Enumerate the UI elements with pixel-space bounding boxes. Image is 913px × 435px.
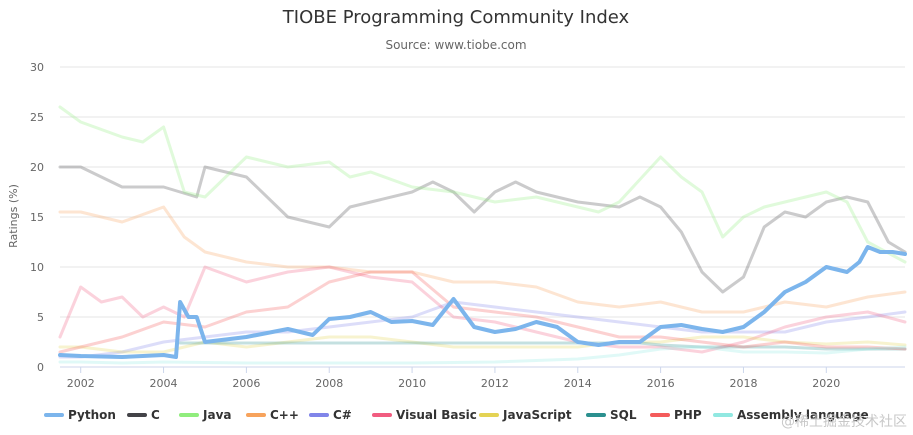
series-line-c — [58, 165, 907, 294]
legend-item-c-[interactable]: C++ — [246, 408, 299, 422]
x-tick-label: 2006 — [232, 377, 260, 390]
y-tick-label: 15 — [30, 211, 44, 224]
legend-label: SQL — [610, 408, 637, 422]
series-line-java — [58, 105, 907, 264]
legend-item-python[interactable]: Python — [44, 408, 116, 422]
legend-label: PHP — [674, 408, 702, 422]
y-axis-ticks: 0 5 10 15 20 25 30 — [30, 61, 44, 374]
legend-label: Java — [202, 408, 231, 422]
x-tick-label: 2008 — [315, 377, 343, 390]
x-tick-label: 2010 — [398, 377, 426, 390]
series-line-c- — [58, 205, 907, 314]
legend-item-sql[interactable]: SQL — [586, 408, 637, 422]
legend-label: Python — [68, 408, 116, 422]
x-tick-label: 2014 — [564, 377, 592, 390]
series-line-php — [58, 270, 907, 354]
legend-item-php[interactable]: PHP — [650, 408, 702, 422]
legend-item-java[interactable]: Java — [179, 408, 231, 422]
legend: Python C Java C++ C# Visual Basic JavaScript SQ… — [44, 408, 869, 422]
x-axis-ticks: 2002 2004 2006 2008 2010 2012 2014 2016 2018 2020 — [67, 367, 840, 390]
legend-label: C# — [333, 408, 352, 422]
legend-item-c-[interactable]: C# — [309, 408, 352, 422]
y-tick-label: 30 — [30, 61, 44, 74]
legend-label: Assembly language — [737, 408, 869, 422]
legend-label: C++ — [270, 408, 299, 422]
legend-item-c[interactable]: C — [127, 408, 160, 422]
series-line-visual-basic — [58, 265, 907, 354]
series-line-assembly-language — [58, 345, 907, 365]
legend-label: JavaScript — [502, 408, 572, 422]
legend-item-javascript[interactable]: JavaScript — [479, 408, 572, 422]
watermark: @稀土掘金技术社区 — [781, 414, 907, 430]
legend-item-assembly-language[interactable]: Assembly language — [713, 408, 869, 422]
y-axis-title: Ratings (%) — [7, 184, 20, 248]
series-lines — [58, 105, 907, 365]
y-tick-label: 5 — [37, 311, 44, 324]
series-line-sql — [178, 341, 907, 351]
series-line-javascript — [58, 335, 907, 354]
legend-label: C — [151, 408, 160, 422]
y-tick-label: 0 — [37, 361, 44, 374]
x-tick-label: 2012 — [481, 377, 509, 390]
grid-lines — [60, 66, 905, 368]
y-tick-label: 25 — [30, 111, 44, 124]
legend-label: Visual Basic — [396, 408, 477, 422]
x-tick-label: 2018 — [729, 377, 757, 390]
x-tick-label: 2002 — [67, 377, 95, 390]
chart-subtitle: Source: www.tiobe.com — [385, 38, 526, 52]
x-tick-label: 2020 — [812, 377, 840, 390]
y-tick-label: 10 — [30, 261, 44, 274]
series-line-python — [58, 245, 907, 359]
x-tick-label: 2016 — [647, 377, 675, 390]
series-line-c- — [58, 300, 907, 359]
chart-title: TIOBE Programming Community Index — [282, 7, 630, 28]
x-tick-label: 2004 — [150, 377, 178, 390]
legend-item-visual-basic[interactable]: Visual Basic — [372, 408, 477, 422]
y-tick-label: 20 — [30, 161, 44, 174]
